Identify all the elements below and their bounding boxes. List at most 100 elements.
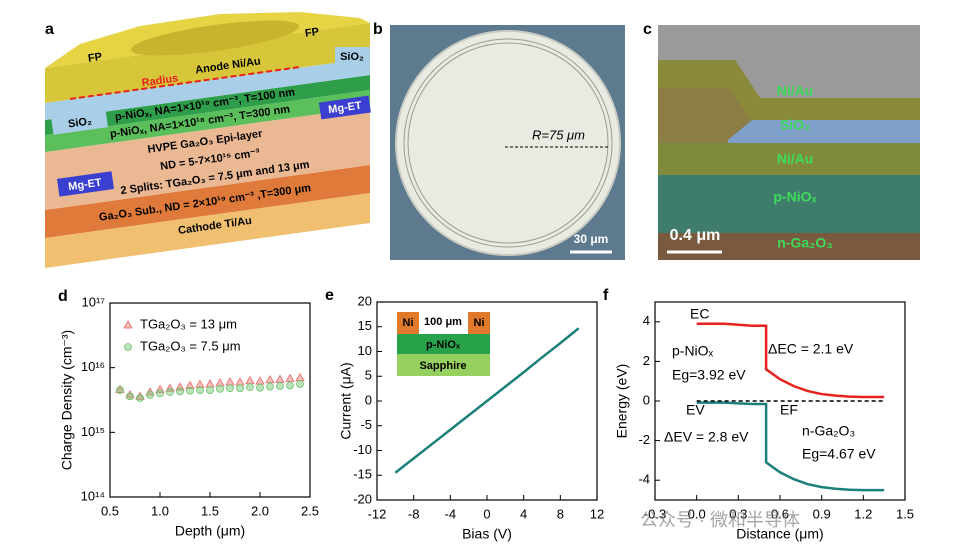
radius-line bbox=[69, 66, 301, 100]
y-tick-label: 2 bbox=[643, 353, 650, 368]
marker bbox=[235, 377, 245, 386]
y-tick-label: 15 bbox=[358, 318, 372, 333]
marker bbox=[135, 391, 145, 400]
sio2-patch bbox=[335, 47, 370, 65]
marker bbox=[176, 387, 184, 396]
marker bbox=[245, 375, 255, 385]
nio-film bbox=[397, 334, 490, 354]
ni-au-layer bbox=[658, 143, 920, 175]
x-tick-label: 0.3 bbox=[729, 506, 747, 521]
marker bbox=[136, 394, 144, 402]
mg-et-patch bbox=[318, 95, 371, 120]
marker bbox=[156, 389, 164, 398]
marker bbox=[123, 320, 133, 329]
mg-et-patch bbox=[57, 171, 114, 197]
marker bbox=[206, 386, 214, 394]
layer-label: p-NiOₓ bbox=[773, 189, 817, 205]
y-tick-label: 10¹⁷ bbox=[82, 294, 106, 309]
y-tick-label: -5 bbox=[360, 417, 372, 432]
label: Mg-ET bbox=[68, 177, 103, 194]
x-tick-label: 8 bbox=[557, 506, 564, 521]
x-tick-label: 1.5 bbox=[896, 506, 914, 521]
y-axis-label: Energy (eV) bbox=[614, 364, 630, 439]
marker bbox=[185, 380, 195, 389]
x-tick-label: -4 bbox=[445, 506, 457, 521]
y-tick-label: -20 bbox=[353, 491, 372, 506]
x-tick-label: -0.3 bbox=[644, 506, 666, 521]
layer-label: n-Ga₂O₃ bbox=[777, 235, 832, 251]
line bbox=[394, 327, 580, 474]
scale-label: 0.4 μm bbox=[670, 227, 721, 244]
scale-label: 30 μm bbox=[574, 232, 609, 246]
annotation: Eg=3.92 eV bbox=[672, 367, 746, 383]
label: FP bbox=[304, 26, 320, 40]
substrate-layer bbox=[45, 165, 370, 238]
x-tick-label: 2.0 bbox=[251, 503, 269, 518]
ni-pad bbox=[468, 312, 490, 334]
panel-label: f bbox=[603, 287, 609, 304]
ni-pad bbox=[397, 312, 419, 334]
x-tick-label: 0.5 bbox=[101, 503, 119, 518]
device-disc bbox=[395, 30, 621, 256]
x-tick-label: 12 bbox=[590, 506, 604, 521]
panel-label: e bbox=[325, 287, 334, 304]
y-tick-label: -2 bbox=[638, 432, 650, 447]
ga2o3-layer bbox=[658, 233, 920, 260]
ring bbox=[403, 38, 613, 248]
annotation: p-NiOₓ bbox=[672, 343, 714, 359]
inset-label: Sapphire bbox=[419, 360, 466, 372]
y-tick-label: 0 bbox=[365, 392, 372, 407]
x-tick-label: -8 bbox=[408, 506, 420, 521]
marker bbox=[276, 382, 284, 390]
marker bbox=[196, 386, 204, 394]
inset-label: Ni bbox=[403, 317, 414, 329]
y-axis-label: Current (μA) bbox=[338, 362, 354, 439]
ni-au-layer bbox=[658, 60, 920, 120]
marker bbox=[296, 380, 304, 388]
device-schematic bbox=[45, 12, 371, 268]
inset-label: Ni bbox=[474, 317, 485, 329]
annotation: ΔEV = 2.8 eV bbox=[664, 429, 749, 445]
y-tick-label: 10¹⁶ bbox=[81, 359, 105, 374]
inset-label: p-NiOₓ bbox=[426, 339, 461, 351]
panel-label: c bbox=[643, 21, 652, 38]
x-axis-label: Depth (μm) bbox=[175, 523, 245, 539]
label: Mg-ET bbox=[328, 100, 363, 117]
marker bbox=[266, 382, 274, 391]
anode-layer bbox=[45, 23, 370, 103]
marker bbox=[225, 377, 235, 386]
x-tick-label: 1.5 bbox=[201, 503, 219, 518]
epi-layer bbox=[45, 107, 370, 210]
marker bbox=[195, 379, 205, 388]
layer-label: Ni/Au bbox=[777, 151, 814, 167]
x-tick-label: -12 bbox=[368, 506, 387, 521]
marker bbox=[246, 383, 254, 392]
marker bbox=[226, 384, 234, 393]
sio2-layer bbox=[45, 58, 370, 120]
legend-label: TGa₂O₃ = 13 μm bbox=[140, 316, 237, 331]
nio-layer bbox=[658, 175, 920, 233]
inset: Ni 100 μm Ni p-NiOₓ Sapphire bbox=[397, 312, 490, 376]
annotation: ΔEC = 2.1 eV bbox=[768, 341, 854, 357]
marker bbox=[166, 388, 174, 396]
y-tick-label: 5 bbox=[365, 368, 372, 383]
marker bbox=[285, 373, 295, 382]
y-tick-label: 10¹⁴ bbox=[81, 488, 105, 503]
annotation: EC bbox=[690, 306, 709, 322]
marker bbox=[124, 343, 132, 351]
marker bbox=[216, 384, 224, 393]
y-axis-label: Charge Density (cm⁻³) bbox=[59, 330, 75, 470]
panel-label: a bbox=[45, 21, 54, 38]
marker bbox=[275, 374, 285, 383]
x-tick-label: 0.6 bbox=[771, 506, 789, 521]
line bbox=[696, 322, 885, 399]
label: SiO₂ bbox=[67, 115, 92, 130]
marker bbox=[265, 374, 275, 384]
marker bbox=[116, 386, 124, 394]
marker bbox=[165, 383, 175, 392]
y-tick-label: 20 bbox=[358, 293, 372, 308]
marker bbox=[146, 390, 154, 399]
annotation: EV bbox=[686, 402, 705, 418]
y-tick-label: 10 bbox=[358, 343, 372, 358]
